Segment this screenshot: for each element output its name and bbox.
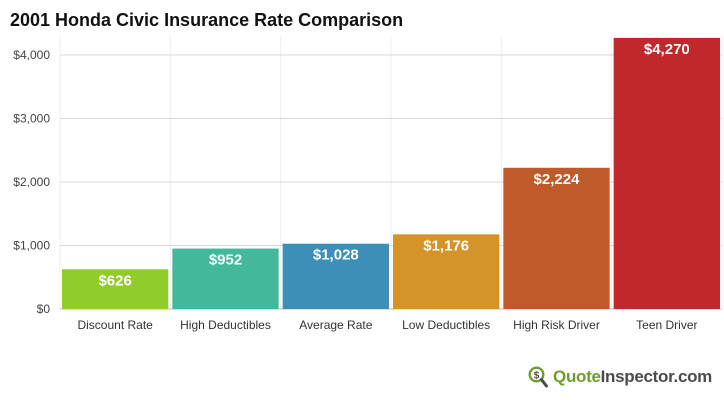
gridlines <box>59 36 723 310</box>
bar <box>393 234 500 309</box>
x-category-label: High Deductibles <box>180 318 271 332</box>
x-category-label: Discount Rate <box>77 318 153 332</box>
bar-value-label: $626 <box>98 272 131 289</box>
x-category-label: Teen Driver <box>636 318 697 332</box>
x-category-label: Low Deductibles <box>402 318 490 332</box>
bar-value-label: $1,176 <box>423 237 469 254</box>
y-tick-label: $1,000 <box>13 239 50 253</box>
dollar-magnifier-icon: $ <box>528 366 549 388</box>
bar-value-label: $4,270 <box>644 41 690 58</box>
bar <box>282 243 389 309</box>
chart-title: 2001 Honda Civic Insurance Rate Comparis… <box>10 10 404 30</box>
y-tick-label: $3,000 <box>13 112 50 126</box>
brand-inspector-text: Inspector <box>600 367 674 386</box>
bar-value-label: $952 <box>209 252 242 269</box>
quoteinspector-logo[interactable]: $ QuoteInspector.com <box>528 365 712 389</box>
y-tick-label: $0 <box>37 302 51 316</box>
x-category-label: High Risk Driver <box>513 318 600 332</box>
x-category-label: Average Rate <box>299 318 372 332</box>
bar <box>62 269 169 309</box>
bar <box>172 248 279 309</box>
y-tick-label: $4,000 <box>13 48 50 62</box>
y-axis-ticks: $0 $1,000 $2,000 $3,000 $4,000 <box>13 48 50 316</box>
brand-domain-suffix: .com <box>673 367 713 386</box>
y-tick-label: $2,000 <box>13 175 50 189</box>
brand-quote-text: Quote <box>553 367 601 386</box>
bar <box>613 37 720 309</box>
bar-value-label: $1,028 <box>313 247 359 264</box>
bar-value-label: $2,224 <box>534 171 581 188</box>
x-axis-labels: Discount Rate High Deductibles Average Rat… <box>77 318 697 332</box>
brand-name: QuoteInspector.com <box>553 367 712 387</box>
svg-text:$: $ <box>534 370 540 381</box>
bars: $626 $952 $1,028 $1,176 $2,224 $4,270 <box>62 37 720 309</box>
bar <box>503 167 610 309</box>
